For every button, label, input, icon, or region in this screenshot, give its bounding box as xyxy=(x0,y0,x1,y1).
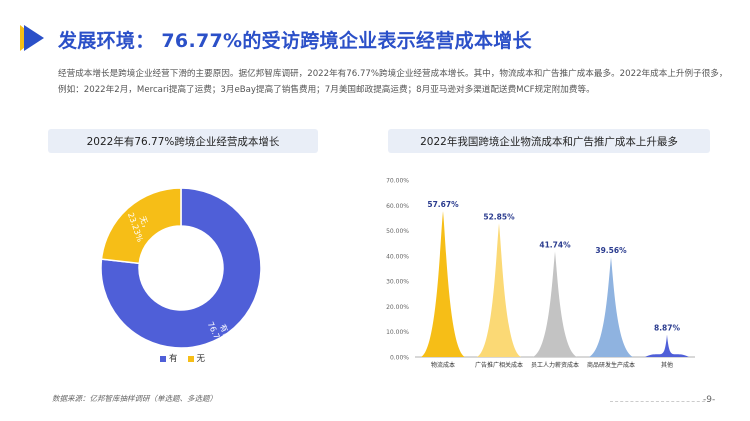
legend-label-no: 无 xyxy=(196,354,206,364)
page-number: -9- xyxy=(703,395,716,405)
legend-swatch-no xyxy=(187,355,194,362)
donut-chart: 有，76.77%无，23.23% xyxy=(100,187,262,351)
y-tick-label: 20.00% xyxy=(386,304,409,311)
donut-slice-yes xyxy=(100,187,262,349)
legend-swatch-yes xyxy=(160,355,166,362)
donut-slice-no xyxy=(100,187,182,265)
footer-divider xyxy=(610,401,710,402)
x-tick-label: 商品研发生产成本 xyxy=(587,361,635,369)
bar-value-label: 8.87% xyxy=(654,324,681,333)
y-tick-label: 0.00% xyxy=(390,355,409,362)
x-tick-label: 其他 xyxy=(661,361,673,369)
bar-peak-2 xyxy=(533,251,577,357)
bar-value-label: 57.67% xyxy=(427,200,459,209)
bar-peak-4 xyxy=(645,334,689,357)
y-tick-label: 40.00% xyxy=(386,253,409,260)
legend-item-yes: 有 xyxy=(160,352,178,364)
bar-value-label: 52.85% xyxy=(483,212,515,221)
donut-legend: 有 无 xyxy=(160,352,205,364)
y-tick-label: 70.00% xyxy=(386,178,409,185)
donut-chart-title: 2022年有76.77%跨境企业经营成本增长 xyxy=(48,129,318,153)
x-tick-label: 员工人力薪资成本 xyxy=(531,361,579,369)
intro-paragraph: 经营成本增长是跨境企业经营下滑的主要原因。据亿邦智库调研，2022年有76.77… xyxy=(58,69,728,95)
bar-peak-1 xyxy=(477,223,521,357)
brand-logo-icon xyxy=(20,25,44,51)
bar-peak-3 xyxy=(589,256,633,357)
y-tick-label: 10.00% xyxy=(386,329,409,336)
x-tick-label: 物流成本 xyxy=(431,361,455,369)
bar-chart-title: 2022年我国跨境企业物流成本和广告推广成本上升最多 xyxy=(388,129,710,153)
bar-value-label: 39.56% xyxy=(595,246,627,255)
y-tick-label: 50.00% xyxy=(386,228,409,235)
data-source-note: 数据来源：亿邦智库抽样调研（单选题、多选题） xyxy=(52,394,217,403)
legend-label-yes: 有 xyxy=(169,354,178,364)
y-tick-label: 30.00% xyxy=(386,279,409,286)
bar-value-label: 41.74% xyxy=(539,240,571,249)
cost-bar-chart: 0.00% 10.00% 20.00% 30.00% 40.00% 50.00% 60.00… xyxy=(386,178,695,369)
x-tick-label: 广告推广相关成本 xyxy=(475,361,523,369)
legend-item-no: 无 xyxy=(187,352,206,364)
y-tick-label: 60.00% xyxy=(386,203,409,210)
bar-peak-0 xyxy=(421,211,465,357)
page-title: 发展环境： 76.77%的受访跨境企业表示经营成本增长 xyxy=(58,30,532,52)
